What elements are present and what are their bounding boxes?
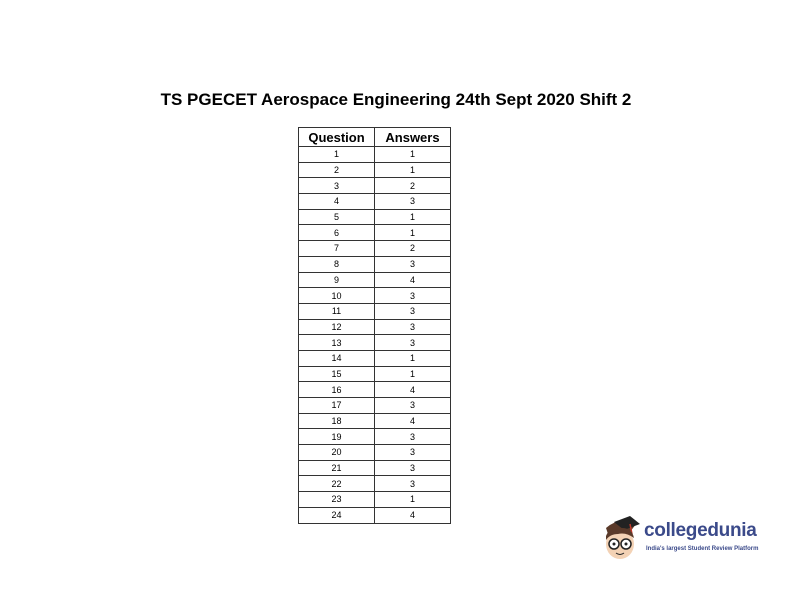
question-cell: 8 <box>298 255 375 273</box>
question-cell: 11 <box>298 302 375 320</box>
table-row: 16 4 <box>298 381 451 398</box>
answer-cell: 1 <box>374 365 451 383</box>
table-row: 13 3 <box>298 334 451 351</box>
question-cell: 12 <box>298 318 375 336</box>
mascot-icon <box>606 516 640 559</box>
answer-cell: 3 <box>374 475 451 493</box>
table-row: 19 3 <box>298 428 451 446</box>
question-cell: 2 <box>298 161 375 179</box>
question-cell: 14 <box>298 349 375 367</box>
table-row: 23 1 <box>298 491 451 508</box>
table-row: 11 3 <box>298 302 451 320</box>
question-cell: 4 <box>298 193 375 210</box>
question-cell: 17 <box>298 397 375 414</box>
logo-tagline: India's largest Student Review Platform <box>646 546 759 552</box>
question-cell: 10 <box>298 287 375 304</box>
table-row: 17 3 <box>298 397 451 414</box>
answer-cell: 3 <box>374 428 451 446</box>
answer-cell: 1 <box>374 161 451 179</box>
table-row: 10 3 <box>298 287 451 304</box>
collegedunia-logo: collegedunia India's largest Student Rev… <box>600 514 770 564</box>
question-cell: 9 <box>298 271 375 289</box>
question-cell: 16 <box>298 381 375 398</box>
table-row: 12 3 <box>298 318 451 336</box>
question-cell: 21 <box>298 459 375 477</box>
answer-cell: 1 <box>374 491 451 508</box>
table-row: 18 4 <box>298 412 451 430</box>
answer-cell: 2 <box>374 240 451 257</box>
answer-cell: 3 <box>374 193 451 210</box>
answer-cell: 3 <box>374 459 451 477</box>
table-row: 24 4 <box>298 506 451 524</box>
answer-cell: 4 <box>374 381 451 398</box>
question-cell: 6 <box>298 224 375 242</box>
table-row: 15 1 <box>298 365 451 383</box>
page-title: TS PGECET Aerospace Engineering 24th Sep… <box>160 90 632 109</box>
answer-cell: 3 <box>374 444 451 461</box>
question-cell: 20 <box>298 444 375 461</box>
table-row: 21 3 <box>298 459 451 477</box>
column-header-answers: Answers <box>374 127 451 147</box>
column-header-question: Question <box>298 127 375 147</box>
question-cell: 7 <box>298 240 375 257</box>
answer-cell: 4 <box>374 412 451 430</box>
question-cell: 13 <box>298 334 375 351</box>
answer-cell: 1 <box>374 146 451 163</box>
answer-cell: 4 <box>374 271 451 289</box>
answer-cell: 1 <box>374 208 451 226</box>
answer-cell: 3 <box>374 318 451 336</box>
table-row: 14 1 <box>298 349 451 367</box>
question-cell: 24 <box>298 506 375 524</box>
answer-cell: 3 <box>374 287 451 304</box>
answer-cell: 1 <box>374 349 451 367</box>
answer-cell: 3 <box>374 397 451 414</box>
question-cell: 18 <box>298 412 375 430</box>
answer-cell: 3 <box>374 302 451 320</box>
question-cell: 15 <box>298 365 375 383</box>
table-row: 20 3 <box>298 444 451 461</box>
question-cell: 22 <box>298 475 375 493</box>
question-cell: 19 <box>298 428 375 446</box>
answer-cell: 4 <box>374 506 451 524</box>
answer-cell: 1 <box>374 224 451 242</box>
table-row: 22 3 <box>298 475 451 493</box>
answer-key-table: Question Answers 1 1 2 1 3 2 4 3 5 1 6 1 7 2 8 3 9 4 10 3 11… <box>298 127 451 524</box>
answer-cell: 3 <box>374 334 451 351</box>
answer-cell: 2 <box>374 177 451 195</box>
question-cell: 3 <box>298 177 375 195</box>
answer-cell: 3 <box>374 255 451 273</box>
question-cell: 23 <box>298 491 375 508</box>
question-cell: 5 <box>298 208 375 226</box>
question-cell: 1 <box>298 146 375 163</box>
table-header-row: Question Answers <box>298 127 451 147</box>
logo-name: collegedunia <box>644 520 757 541</box>
